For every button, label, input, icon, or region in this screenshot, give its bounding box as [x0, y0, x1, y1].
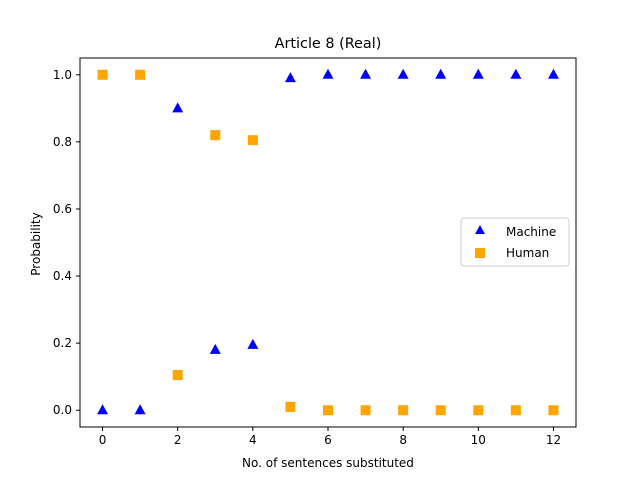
- machine-point: [209, 343, 221, 354]
- legend-machine-label: Machine: [506, 225, 556, 239]
- machine-point: [247, 338, 259, 349]
- human-point: [323, 405, 333, 416]
- y-tick-label: 0.6: [53, 202, 72, 216]
- legend-machine-marker: [475, 225, 485, 234]
- machine-point: [172, 102, 184, 113]
- legend-box: [460, 217, 570, 267]
- plot-frame: [79, 57, 577, 428]
- machine-point: [547, 68, 559, 79]
- x-tick-label: 8: [399, 433, 407, 447]
- legend-human-marker: [475, 248, 485, 258]
- human-point: [247, 135, 258, 146]
- x-axis-label: No. of sentences substituted: [242, 456, 414, 470]
- machine-point: [134, 404, 146, 415]
- y-axis-ticks: 0.0 0.2 0.4 0.6 0.8 1.0: [53, 68, 80, 417]
- human-point: [135, 69, 146, 80]
- y-axis-label: Probability: [29, 212, 43, 275]
- x-tick-label: 2: [174, 433, 182, 447]
- machine-point: [284, 72, 296, 83]
- machine-point: [472, 68, 484, 79]
- x-axis-ticks: 0 2 4 6 8 10 12: [99, 427, 561, 447]
- human-point: [473, 405, 484, 416]
- x-tick-label: 10: [471, 433, 486, 447]
- x-tick-label: 4: [249, 433, 257, 447]
- machine-point: [435, 68, 447, 79]
- legend: Machine Human: [460, 217, 570, 267]
- human-point: [435, 405, 446, 416]
- human-point: [285, 401, 296, 412]
- x-tick-label: 6: [324, 433, 332, 447]
- human-point: [97, 69, 108, 80]
- human-point: [360, 405, 371, 416]
- machine-point: [322, 68, 334, 79]
- x-tick-label: 12: [546, 433, 561, 447]
- machine-point: [510, 68, 522, 79]
- chart-title: Article 8 (Real): [275, 36, 382, 52]
- machine-point: [397, 68, 409, 79]
- y-tick-label: 0.0: [53, 403, 72, 417]
- x-tick-label: 0: [99, 433, 107, 447]
- y-tick-label: 0.4: [53, 269, 72, 283]
- data-points: [97, 68, 559, 416]
- legend-human-label: Human: [506, 246, 549, 260]
- machine-point: [97, 404, 109, 415]
- human-point: [398, 405, 409, 416]
- human-point: [510, 405, 521, 416]
- human-point: [210, 130, 221, 141]
- human-point: [548, 405, 559, 416]
- human-point: [172, 370, 183, 381]
- y-tick-label: 1.0: [53, 68, 72, 82]
- y-tick-label: 0.8: [53, 135, 72, 149]
- y-tick-label: 0.2: [53, 336, 72, 350]
- machine-point: [360, 68, 372, 79]
